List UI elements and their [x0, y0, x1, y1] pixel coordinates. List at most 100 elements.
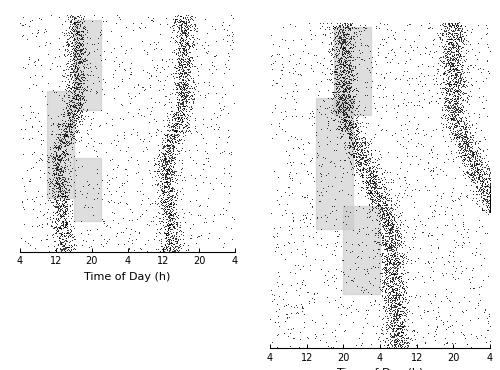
- Point: [332, 285, 340, 291]
- Point: [76, 36, 84, 42]
- Point: [384, 342, 392, 347]
- Point: [352, 112, 360, 118]
- Point: [394, 301, 402, 307]
- Point: [60, 213, 68, 219]
- Point: [362, 189, 370, 195]
- Point: [449, 66, 457, 72]
- Point: [79, 184, 87, 189]
- Point: [167, 132, 175, 138]
- Point: [370, 176, 378, 182]
- Point: [161, 246, 169, 252]
- Point: [68, 66, 76, 72]
- Point: [450, 44, 458, 50]
- Point: [74, 114, 82, 120]
- Point: [310, 335, 318, 341]
- Point: [48, 158, 56, 164]
- Point: [448, 158, 456, 164]
- Point: [394, 154, 402, 159]
- Point: [340, 78, 347, 84]
- Point: [182, 70, 190, 76]
- Point: [476, 185, 484, 191]
- Point: [446, 297, 454, 303]
- Point: [170, 49, 178, 55]
- Point: [455, 135, 463, 141]
- Point: [386, 304, 394, 310]
- Point: [164, 122, 172, 128]
- Point: [458, 81, 466, 87]
- Point: [382, 241, 390, 247]
- Point: [372, 198, 380, 204]
- Point: [162, 189, 170, 195]
- Point: [62, 228, 70, 233]
- Point: [220, 165, 228, 171]
- Point: [333, 84, 341, 90]
- Point: [377, 206, 385, 212]
- Point: [433, 324, 441, 330]
- Point: [364, 148, 372, 154]
- Point: [34, 57, 42, 63]
- Point: [336, 93, 344, 99]
- Point: [390, 343, 398, 349]
- Point: [166, 133, 173, 139]
- Point: [401, 36, 409, 42]
- Point: [338, 29, 346, 35]
- Point: [59, 191, 67, 196]
- Point: [483, 113, 491, 119]
- Point: [335, 126, 343, 132]
- Point: [470, 171, 478, 177]
- Point: [348, 88, 356, 94]
- Point: [68, 176, 76, 182]
- Point: [480, 192, 488, 198]
- Point: [66, 110, 74, 115]
- Point: [59, 223, 67, 229]
- Point: [394, 332, 402, 338]
- Point: [344, 191, 352, 197]
- Point: [470, 176, 478, 182]
- Point: [292, 61, 300, 67]
- Point: [406, 293, 413, 299]
- Point: [486, 202, 494, 208]
- Point: [361, 138, 369, 144]
- Point: [114, 138, 122, 144]
- Point: [384, 222, 392, 228]
- Point: [97, 241, 105, 247]
- Point: [346, 85, 354, 91]
- Point: [322, 320, 330, 326]
- Point: [454, 82, 462, 88]
- Point: [364, 162, 372, 168]
- Point: [337, 116, 345, 122]
- Point: [486, 201, 494, 207]
- Point: [453, 136, 461, 142]
- Point: [336, 89, 344, 95]
- Point: [165, 154, 173, 160]
- Point: [429, 259, 437, 265]
- Point: [59, 191, 67, 197]
- Point: [57, 240, 65, 246]
- Point: [384, 322, 392, 328]
- Point: [282, 289, 290, 295]
- Point: [438, 168, 446, 174]
- Point: [470, 306, 478, 312]
- Point: [172, 145, 180, 151]
- Point: [175, 136, 183, 142]
- Point: [374, 202, 382, 208]
- Point: [391, 332, 399, 338]
- Point: [160, 156, 168, 162]
- Point: [300, 311, 308, 317]
- Point: [352, 154, 360, 160]
- Point: [168, 154, 176, 159]
- Point: [424, 165, 432, 171]
- Point: [421, 44, 429, 50]
- Point: [210, 212, 218, 218]
- Point: [179, 46, 187, 52]
- Point: [348, 139, 356, 145]
- Point: [345, 91, 353, 97]
- Point: [21, 188, 29, 194]
- Point: [336, 114, 344, 120]
- Point: [346, 40, 354, 46]
- Point: [336, 45, 344, 51]
- Point: [348, 71, 356, 77]
- Point: [182, 106, 190, 112]
- Point: [170, 245, 178, 251]
- Point: [332, 101, 340, 107]
